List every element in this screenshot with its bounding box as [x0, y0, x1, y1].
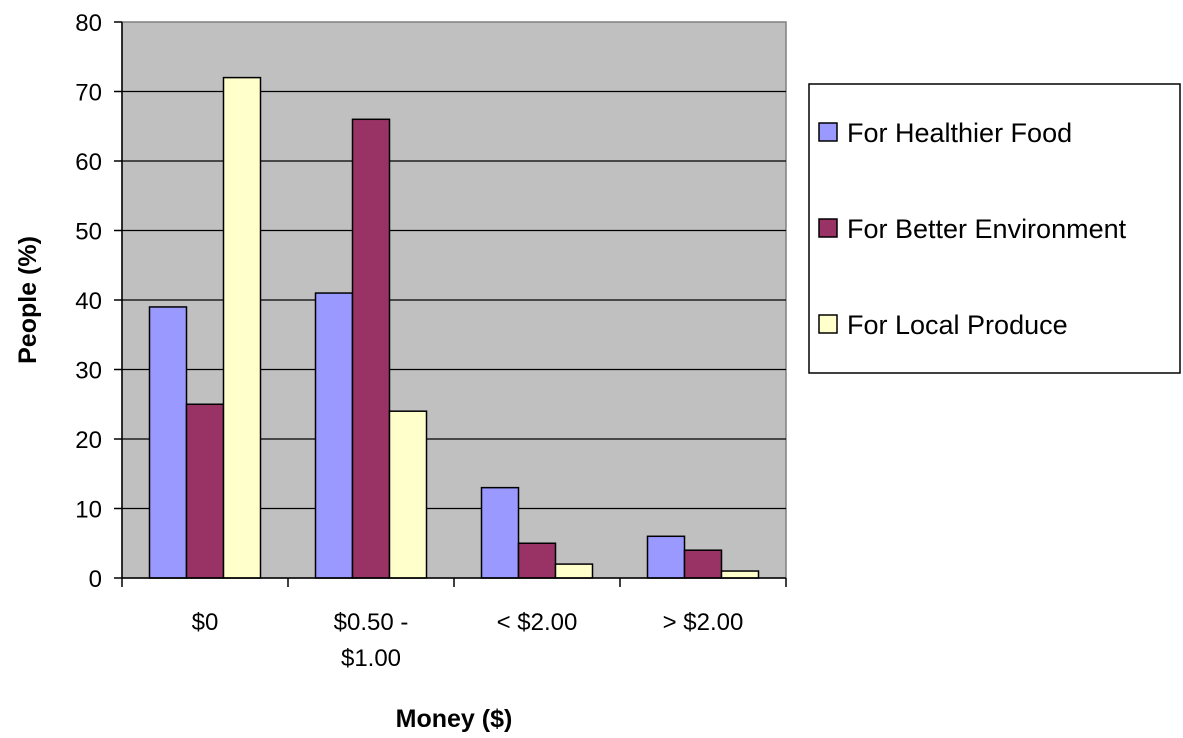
- y-axis: 0 10 20 30 40 50 60 70 80: [75, 10, 123, 593]
- bar: [148, 306, 188, 579]
- y-tick-label: 10: [75, 497, 102, 524]
- y-axis-title: People (%): [14, 236, 42, 364]
- x-axis-title: Money ($): [396, 705, 513, 733]
- y-tick-label: 80: [75, 10, 102, 37]
- y-tick-label: 60: [75, 149, 102, 176]
- bar: [480, 486, 520, 579]
- legend-swatch: [818, 122, 838, 142]
- bar: [646, 535, 686, 579]
- bar: [720, 570, 760, 579]
- y-tick-label: 50: [75, 219, 102, 246]
- bars: [148, 76, 760, 579]
- legend-swatch: [818, 314, 838, 334]
- y-tick-label: 30: [75, 358, 102, 385]
- x-tick-label: < $2.00: [497, 609, 578, 636]
- legend-label: For Local Produce: [847, 310, 1068, 340]
- x-tick-label: $0.50 -$1.00: [334, 609, 409, 672]
- bar: [314, 292, 354, 579]
- legend-label: For Better Environment: [847, 214, 1127, 244]
- bar: [185, 403, 225, 579]
- legend: For Healthier Food For Better Environment…: [808, 83, 1181, 374]
- bar: [222, 76, 262, 579]
- legend-label: For Healthier Food: [847, 118, 1072, 148]
- x-tick-label: > $2.00: [663, 609, 744, 636]
- bar: [683, 549, 723, 579]
- bar: [517, 542, 557, 579]
- y-tick-label: 20: [75, 427, 102, 454]
- bar: [351, 118, 391, 579]
- legend-swatch: [818, 218, 838, 238]
- x-tick-label: $0: [192, 609, 219, 636]
- y-tick-label: 70: [75, 80, 102, 107]
- bar: [388, 410, 428, 579]
- y-tick-label: 40: [75, 288, 102, 315]
- x-axis: $0 $0.50 -$1.00 < $2.00 > $2.00: [121, 577, 787, 672]
- y-tick-label: 0: [89, 566, 102, 593]
- bar: [554, 563, 594, 579]
- legend-box: [808, 83, 1181, 374]
